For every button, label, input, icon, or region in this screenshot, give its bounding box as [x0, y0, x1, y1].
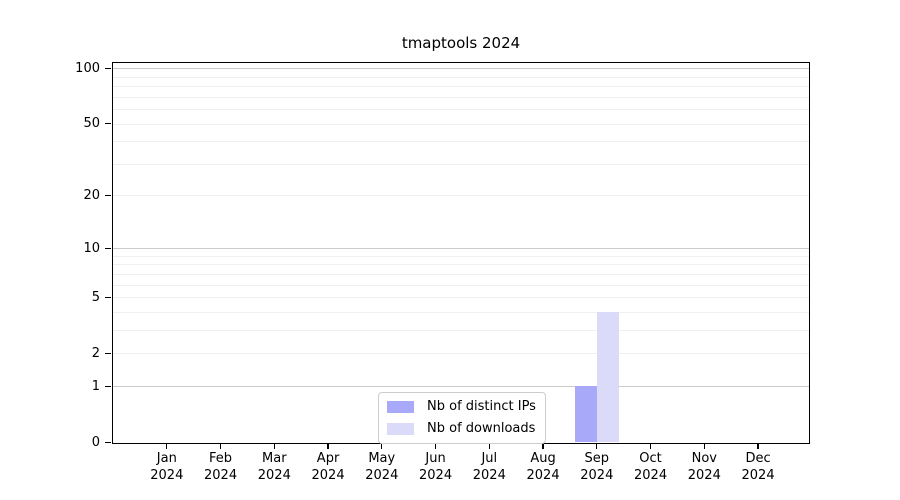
legend-row-downloads: Nb of downloads	[387, 421, 536, 437]
x-tick-label: May 2024	[365, 451, 399, 483]
x-tick-label: Sep 2024	[580, 451, 614, 483]
y-tick-label: 10	[83, 240, 100, 256]
x-tick-mark	[166, 443, 168, 449]
minor-gridline	[113, 284, 809, 286]
x-tick-mark	[488, 443, 490, 449]
x-tick-mark	[219, 443, 222, 449]
y-tick-label: 0	[91, 435, 100, 451]
x-tick-mark	[649, 443, 652, 449]
x-tick-label: Mar 2024	[257, 451, 291, 483]
x-tick-mark	[434, 443, 437, 449]
minor-gridline	[113, 76, 809, 78]
y-tick-mark	[105, 385, 111, 388]
minor-gridline	[113, 311, 809, 313]
x-tick-mark	[327, 443, 329, 449]
x-tick-label: Apr 2024	[311, 451, 345, 483]
x-tick-label: Dec 2024	[741, 451, 775, 483]
minor-gridline	[113, 255, 809, 257]
y-tick-mark	[105, 67, 111, 70]
y-tick-mark	[105, 296, 111, 299]
x-tick-label: Aug 2024	[526, 451, 560, 483]
legend-label-downloads: Nb of downloads	[427, 421, 536, 436]
chart-title: tmaptools 2024	[401, 34, 521, 52]
x-tick-label: Oct 2024	[634, 451, 668, 483]
y-tick-mark	[105, 195, 111, 197]
minor-gridline	[113, 163, 809, 165]
x-tick-label: Jun 2024	[419, 451, 453, 483]
y-tick-label: 2	[91, 346, 100, 362]
x-tick-mark	[542, 443, 544, 449]
legend-label-distinct-ips: Nb of distinct IPs	[427, 399, 536, 414]
y-tick-mark	[105, 352, 111, 355]
minor-gridline	[113, 329, 809, 331]
y-tick-label: 50	[83, 116, 100, 132]
minor-gridline	[113, 297, 809, 299]
minor-gridline	[113, 195, 809, 197]
x-tick-label: Nov 2024	[687, 451, 721, 483]
legend-row-distinct-ips: Nb of distinct IPs	[387, 399, 536, 415]
y-tick-label: 20	[83, 188, 100, 204]
x-tick-label: Jan 2024	[150, 451, 184, 483]
minor-gridline	[113, 353, 809, 355]
y-tick-label: 5	[91, 289, 100, 305]
legend-swatch-distinct-ips	[387, 401, 414, 413]
major-gridline	[113, 68, 809, 70]
x-tick-mark	[381, 443, 383, 449]
minor-gridline	[113, 141, 809, 143]
x-tick-mark	[596, 443, 598, 449]
minor-gridline	[113, 264, 809, 266]
minor-gridline	[113, 273, 809, 275]
minor-gridline	[113, 109, 809, 110]
y-tick-mark	[105, 442, 111, 444]
y-tick-label: 100	[75, 60, 100, 76]
y-tick-mark	[105, 247, 111, 249]
legend: Nb of distinct IPs Nb of downloads	[378, 392, 546, 444]
x-tick-mark	[273, 443, 275, 449]
y-tick-label: 1	[91, 378, 100, 394]
plot-area: Nb of distinct IPs Nb of downloads	[112, 62, 810, 444]
major-gridline	[113, 247, 809, 249]
major-gridline	[113, 386, 809, 388]
minor-gridline	[113, 123, 809, 125]
legend-swatch-downloads	[387, 423, 414, 435]
x-tick-label: Jul 2024	[472, 451, 506, 483]
bar-sep-2024-downloads	[596, 311, 619, 443]
x-tick-mark	[757, 443, 759, 449]
y-tick-mark	[105, 123, 111, 125]
x-tick-mark	[703, 443, 705, 449]
x-tick-label: Feb 2024	[204, 451, 238, 483]
minor-gridline	[113, 96, 809, 98]
minor-gridline	[113, 86, 809, 87]
bar-sep-2024-distinct-ips	[574, 386, 597, 443]
